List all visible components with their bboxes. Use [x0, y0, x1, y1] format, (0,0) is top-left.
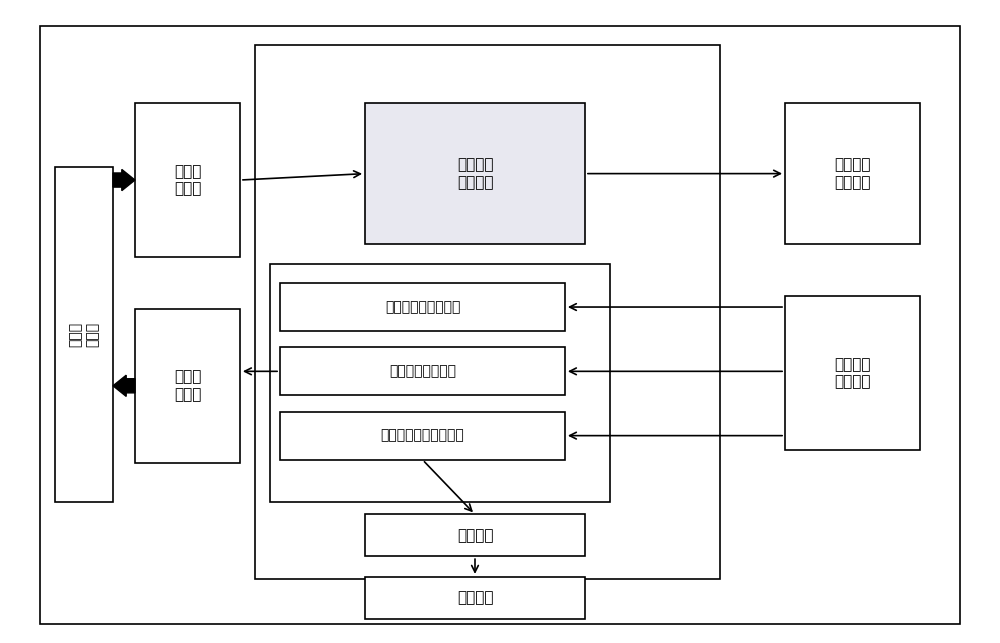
Bar — [365, 103, 585, 244]
Bar — [785, 296, 920, 450]
Text: 故障检测及处理模块: 故障检测及处理模块 — [385, 300, 460, 314]
FancyArrow shape — [113, 170, 135, 190]
Bar — [280, 283, 565, 331]
Text: 驱动模块: 驱动模块 — [457, 528, 493, 543]
Text: 显示模块: 显示模块 — [457, 590, 493, 605]
Bar — [280, 412, 565, 460]
Bar — [55, 167, 113, 502]
Text: 脉冲波形
产生模块: 脉冲波形 产生模块 — [457, 158, 493, 190]
Text: 光纤接
收模块: 光纤接 收模块 — [174, 164, 201, 196]
Bar — [365, 577, 585, 619]
Text: 按键开关
拨码开关: 按键开关 拨码开关 — [834, 357, 871, 389]
Text: 硬件波形
产生模块: 硬件波形 产生模块 — [834, 158, 871, 190]
Bar — [135, 103, 240, 257]
Text: 光纤发
送模块: 光纤发 送模块 — [174, 370, 201, 402]
Text: 直流母线电压设置模块: 直流母线电压设置模块 — [381, 429, 464, 442]
FancyArrow shape — [113, 375, 135, 396]
Bar — [365, 514, 585, 556]
Text: 单元级数设置模块: 单元级数设置模块 — [389, 365, 456, 378]
Text: 被测主
控制器: 被测主 控制器 — [69, 322, 99, 347]
Bar — [280, 347, 565, 395]
Bar — [785, 103, 920, 244]
Bar — [255, 45, 720, 579]
Bar — [135, 309, 240, 463]
Bar — [270, 264, 610, 502]
